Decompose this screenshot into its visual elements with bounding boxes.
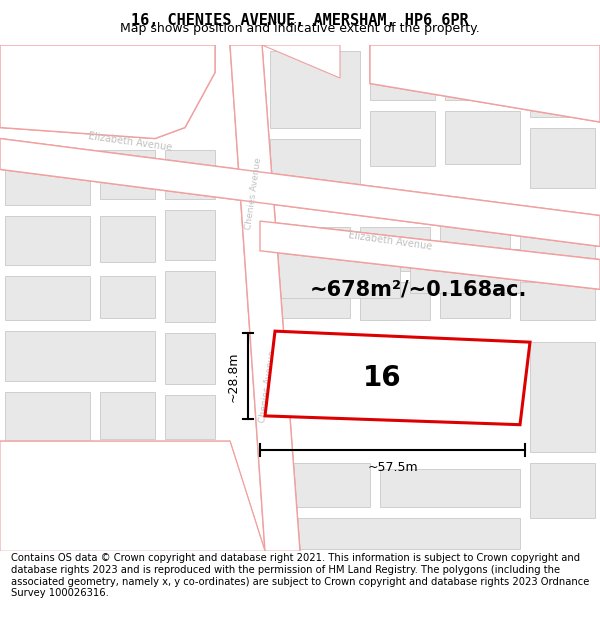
Polygon shape: [5, 149, 90, 204]
Polygon shape: [270, 282, 350, 318]
Polygon shape: [165, 210, 215, 259]
Polygon shape: [270, 518, 520, 549]
Text: Map shows position and indicative extent of the property.: Map shows position and indicative extent…: [120, 22, 480, 35]
Polygon shape: [260, 221, 600, 289]
Text: ~57.5m: ~57.5m: [367, 461, 418, 474]
Polygon shape: [5, 276, 90, 320]
Polygon shape: [530, 463, 595, 518]
Polygon shape: [0, 45, 215, 139]
Polygon shape: [230, 45, 340, 78]
Polygon shape: [230, 45, 300, 551]
Polygon shape: [370, 45, 600, 122]
Polygon shape: [100, 149, 155, 199]
Text: Elizabeth Avenue: Elizabeth Avenue: [88, 131, 172, 152]
Polygon shape: [5, 51, 110, 116]
Polygon shape: [520, 227, 595, 271]
Polygon shape: [165, 271, 215, 322]
Polygon shape: [0, 441, 265, 551]
Text: ~28.8m: ~28.8m: [227, 351, 240, 401]
Polygon shape: [440, 276, 510, 318]
Text: Chenies Avenue: Chenies Avenue: [259, 349, 278, 423]
Text: 16: 16: [363, 364, 402, 392]
Polygon shape: [530, 342, 595, 452]
Polygon shape: [5, 331, 155, 381]
Polygon shape: [0, 441, 265, 551]
Polygon shape: [265, 331, 530, 425]
Polygon shape: [165, 458, 215, 508]
Polygon shape: [5, 458, 155, 508]
Polygon shape: [270, 243, 400, 298]
Polygon shape: [100, 276, 155, 318]
Polygon shape: [0, 139, 600, 246]
Polygon shape: [165, 333, 215, 384]
Polygon shape: [360, 282, 430, 320]
Polygon shape: [100, 216, 155, 262]
Text: ~678m²/~0.168ac.: ~678m²/~0.168ac.: [310, 279, 527, 299]
Text: 16, CHENIES AVENUE, AMERSHAM, HP6 6PR: 16, CHENIES AVENUE, AMERSHAM, HP6 6PR: [131, 12, 469, 28]
Polygon shape: [445, 111, 520, 164]
Polygon shape: [270, 463, 370, 508]
Text: Contains OS data © Crown copyright and database right 2021. This information is : Contains OS data © Crown copyright and d…: [11, 554, 589, 598]
Text: Chenies Avenue: Chenies Avenue: [244, 157, 263, 230]
Polygon shape: [270, 139, 360, 199]
Polygon shape: [370, 51, 435, 100]
Polygon shape: [0, 139, 600, 246]
Polygon shape: [530, 51, 595, 116]
Polygon shape: [360, 227, 430, 271]
Polygon shape: [270, 227, 350, 271]
Polygon shape: [5, 392, 90, 441]
Polygon shape: [440, 221, 510, 265]
Polygon shape: [410, 249, 520, 292]
Polygon shape: [0, 45, 215, 139]
Polygon shape: [165, 149, 215, 199]
Polygon shape: [260, 221, 600, 289]
Polygon shape: [520, 282, 595, 320]
Polygon shape: [120, 51, 185, 111]
Polygon shape: [230, 45, 300, 551]
Polygon shape: [165, 395, 215, 439]
Polygon shape: [370, 45, 600, 122]
Polygon shape: [100, 392, 155, 439]
Polygon shape: [370, 111, 435, 166]
Polygon shape: [270, 51, 360, 127]
Polygon shape: [530, 127, 595, 188]
Text: Elizabeth Avenue: Elizabeth Avenue: [347, 230, 433, 252]
Polygon shape: [445, 51, 520, 100]
Polygon shape: [5, 216, 90, 265]
Polygon shape: [380, 469, 520, 508]
Polygon shape: [5, 518, 155, 549]
